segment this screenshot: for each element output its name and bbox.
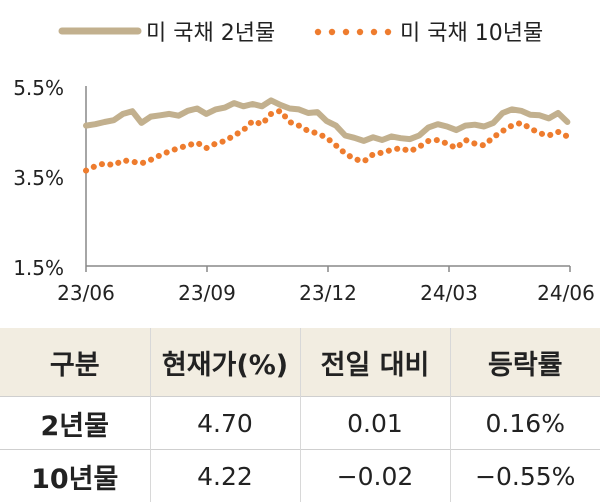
x-tick-label: 24/03 [420, 281, 478, 305]
legend: 미 국채 2년물 미 국채 10년물 [58, 21, 543, 46]
day-change-cell: −0.02 [299, 449, 450, 502]
current-price-cell: 4.70 [149, 396, 300, 450]
y-tick-label: 5.5% [13, 76, 64, 100]
yield-table: 구분 현재가(%) 전일 대비 등락률 2년물 4.70 0.01 0.16% … [0, 328, 600, 502]
x-tick-label: 23/06 [57, 281, 115, 305]
x-tick-label: 23/09 [178, 281, 236, 305]
y-tick-label: 3.5% [13, 166, 64, 190]
change-rate-cell: 0.16% [449, 396, 600, 450]
x-tick-label: 23/12 [299, 281, 357, 305]
legend-dot [370, 28, 378, 36]
day-change-cell: 0.01 [299, 396, 450, 450]
current-price-cell: 4.22 [149, 449, 300, 502]
series-line-10y [83, 107, 571, 174]
change-rate-cell: −0.55% [449, 449, 600, 502]
legend-dot [328, 28, 336, 36]
x-tick-label: 24/06 [537, 281, 595, 305]
header-day-change: 전일 대비 [299, 328, 450, 397]
y-axis: 5.5% 3.5% 1.5% [13, 76, 87, 280]
table-row: 2년물 4.70 0.01 0.16% [0, 396, 600, 450]
legend-label-10y: 미 국채 10년물 [400, 21, 543, 46]
y-tick-label: 1.5% [13, 256, 64, 280]
table-row: 10년물 4.22 −0.02 −0.55% [0, 449, 600, 502]
x-axis: 23/06 23/09 23/12 24/03 24/06 [57, 265, 595, 305]
row-label: 10년물 [0, 449, 150, 502]
header-change-rate: 등락률 [449, 328, 600, 397]
row-label: 2년물 [0, 396, 150, 450]
legend-dot [356, 28, 364, 36]
yield-line-chart: 미 국채 2년물 미 국채 10년물 5.5% 3.5% 1.5% 23/06 2… [13, 21, 595, 305]
series-line-2y [83, 97, 571, 144]
legend-dot [384, 28, 392, 36]
legend-label-2y: 미 국채 2년물 [146, 21, 275, 46]
header-category: 구분 [0, 328, 150, 397]
legend-dot [314, 28, 322, 36]
legend-swatch-10y [314, 28, 392, 36]
legend-dot [342, 28, 350, 36]
table-header-row: 구분 현재가(%) 전일 대비 등락률 [0, 328, 600, 397]
header-current-price: 현재가(%) [149, 328, 300, 397]
series-layer [83, 97, 571, 174]
